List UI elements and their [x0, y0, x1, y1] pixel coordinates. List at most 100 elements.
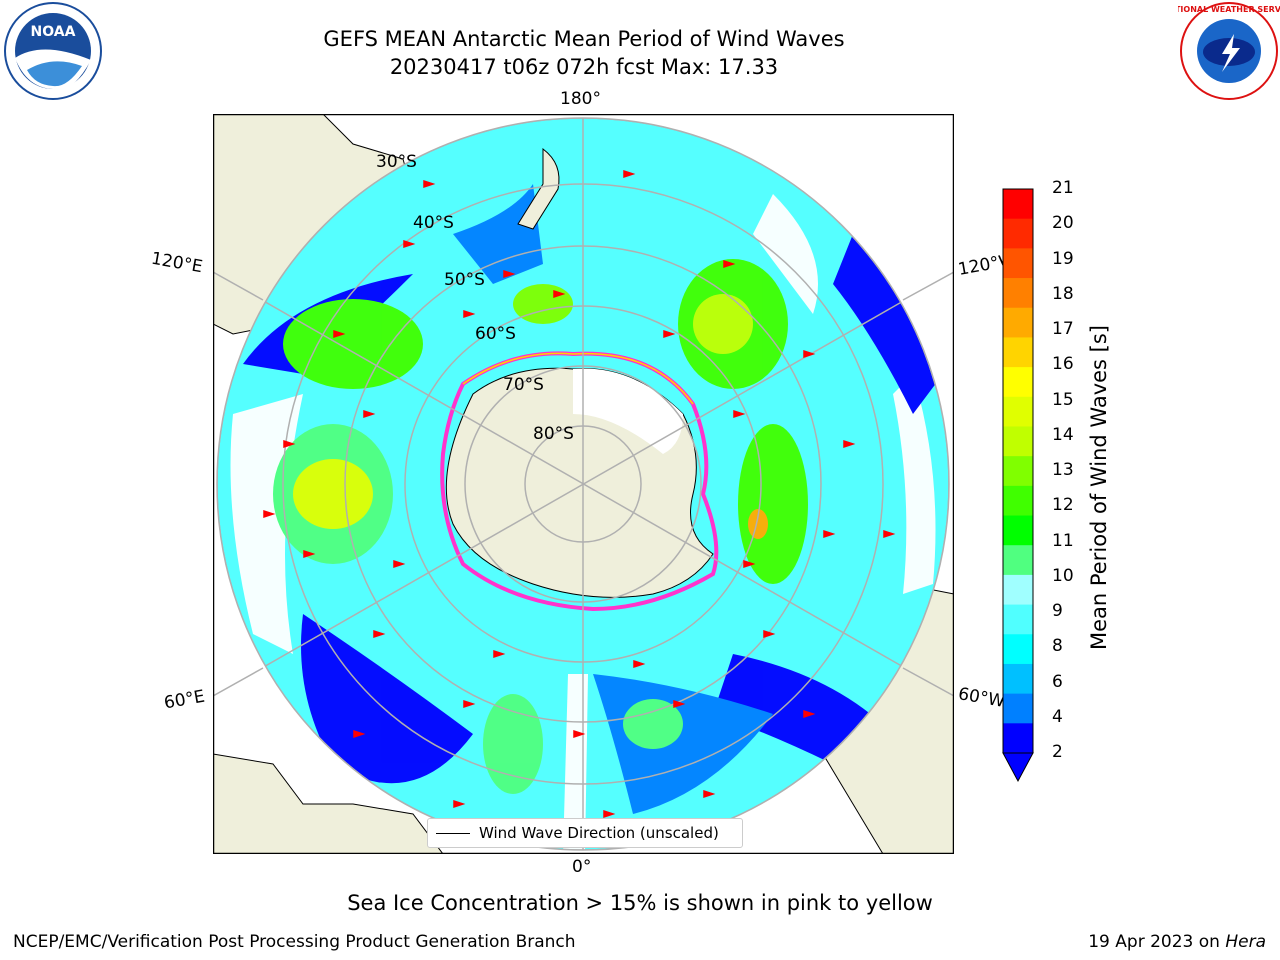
- wave-arrow-icon: [823, 529, 836, 539]
- lon-label-60w: 60°W: [956, 684, 1007, 712]
- new-zealand: [517, 147, 560, 230]
- wave-arrow-icon: [393, 559, 406, 569]
- colorbar-swatch: [1003, 634, 1033, 665]
- wave-arrow-icon: [453, 799, 466, 809]
- colorbar-swatch: [1003, 218, 1033, 249]
- colorbar-swatch: [1003, 693, 1033, 724]
- map-legend: Wind Wave Direction (unscaled): [427, 818, 743, 848]
- noaa-logo-icon: NOAA: [4, 2, 102, 100]
- wave-arrow-icon: [883, 529, 896, 539]
- graticule: [217, 118, 949, 850]
- wave-arrow-icon: [553, 289, 566, 299]
- colorbar-tick-label: 18: [1052, 283, 1074, 304]
- nws-logo-icon: NATIONAL WEATHER SERVICE: [1178, 2, 1280, 100]
- wave-arrow-icon: [283, 439, 296, 449]
- wave-arrow-icon: [603, 809, 616, 819]
- wave-arrow-icon: [663, 329, 676, 339]
- colorbar-tick-label: 4: [1052, 706, 1063, 727]
- lat-label-30s: 30°S: [376, 152, 417, 172]
- wave-arrow-icon: [673, 699, 686, 709]
- lon-label-180: 180°: [560, 89, 601, 109]
- colorbar-tick-label: 11: [1052, 530, 1074, 551]
- colorbar-extend-arrow-icon: [1002, 752, 1034, 783]
- colorbar-swatch: [1003, 367, 1033, 398]
- colorbar-swatch: [1003, 278, 1033, 309]
- lat-label-70s: 70°S: [503, 375, 544, 395]
- colorbar-tick-label: 13: [1052, 460, 1074, 480]
- colorbar-tick-label: 8: [1052, 636, 1063, 657]
- wave-arrow-icon: [743, 559, 756, 569]
- colorbar-swatch: [1003, 456, 1033, 487]
- footer-credit: NCEP/EMC/Verification Post Processing Pr…: [13, 932, 576, 952]
- wave-arrow-icon: [503, 269, 516, 279]
- colorbar-swatch: [1003, 248, 1033, 279]
- colorbar-swatch: [1003, 307, 1033, 338]
- colorbar-tick-label: 19: [1052, 248, 1074, 269]
- colorbar-swatch: [1003, 426, 1033, 457]
- wave-arrow-icon: [843, 439, 856, 449]
- polar-map: [213, 114, 954, 854]
- wave-arrow-icon: [373, 629, 386, 639]
- colorbar-tick-label: 20: [1052, 213, 1074, 234]
- wave-arrow-icon: [493, 649, 506, 659]
- lon-label-0: 0°: [572, 857, 592, 877]
- wind-wave-arrows: [263, 169, 896, 819]
- wave-arrow-icon: [263, 509, 276, 519]
- legend-line-icon: [436, 832, 470, 834]
- wave-arrow-icon: [423, 179, 436, 189]
- lon-label-120e: 120°E: [149, 248, 205, 278]
- colorbar-tick-label: 16: [1052, 354, 1074, 375]
- sea-ice-note: Sea Ice Concentration > 15% is shown in …: [347, 891, 933, 915]
- nws-logo-text: NATIONAL WEATHER SERVICE: [1178, 5, 1280, 14]
- colorbar-tick-label: 21: [1052, 178, 1074, 198]
- wave-arrow-icon: [463, 309, 476, 319]
- wave-arrow-icon: [763, 629, 776, 639]
- lat-label-60s: 60°S: [475, 324, 516, 344]
- wave-arrow-icon: [573, 729, 586, 739]
- colorbar-label: Mean Period of Wind Waves [s]: [1087, 325, 1111, 650]
- noaa-logo-text: NOAA: [31, 24, 76, 40]
- wave-arrow-icon: [463, 699, 476, 709]
- footer-date-text: 19 Apr 2023 on: [1088, 932, 1226, 952]
- colorbar-swatch: [1003, 337, 1033, 368]
- colorbar-swatch: [1003, 189, 1033, 220]
- colorbar-swatch: [1003, 663, 1033, 695]
- colorbar-swatches: [1003, 189, 1033, 754]
- colorbar-tick-label: 2: [1052, 742, 1063, 762]
- wave-arrow-icon: [733, 409, 746, 419]
- wave-arrow-icon: [403, 239, 416, 249]
- wave-arrow-icon: [803, 709, 816, 719]
- wave-arrow-icon: [363, 409, 376, 419]
- wave-arrow-icon: [703, 789, 716, 799]
- colorbar-swatch: [1003, 545, 1033, 576]
- ice-shelf: [573, 368, 683, 454]
- footer-date: 19 Apr 2023 on Hera: [1088, 932, 1266, 952]
- colorbar-swatch: [1003, 574, 1033, 606]
- wave-arrow-icon: [353, 729, 366, 739]
- colorbar-tick-label: 10: [1052, 565, 1074, 586]
- wave-arrow-icon: [333, 329, 346, 339]
- colorbar-swatch: [1003, 723, 1033, 754]
- chart-title: GEFS MEAN Antarctic Mean Period of Wind …: [323, 27, 845, 51]
- colorbar-tick-label: 9: [1052, 601, 1063, 621]
- wave-arrow-icon: [623, 169, 636, 179]
- colorbar-tick-label: 14: [1052, 424, 1074, 445]
- lon-label-60e: 60°E: [162, 686, 207, 714]
- legend-label: Wind Wave Direction (unscaled): [479, 824, 719, 842]
- colorbar-tick-label: 15: [1052, 389, 1074, 410]
- colorbar-tick-label: 12: [1052, 495, 1074, 516]
- wave-arrow-icon: [303, 549, 316, 559]
- colorbar-tick-label: 6: [1052, 671, 1063, 692]
- lat-label-50s: 50°S: [444, 270, 485, 290]
- wave-arrow-icon: [633, 659, 646, 669]
- wave-arrow-icon: [723, 259, 736, 269]
- lat-label-40s: 40°S: [413, 213, 454, 233]
- lat-label-80s: 80°S: [533, 424, 574, 444]
- footer-machine: Hera: [1225, 932, 1266, 952]
- colorbar-swatch: [1003, 515, 1033, 546]
- colorbar: [1002, 188, 1034, 783]
- wave-arrow-icon: [803, 349, 816, 359]
- colorbar-swatch: [1003, 604, 1033, 635]
- colorbar-swatch: [1003, 485, 1033, 517]
- colorbar-swatch: [1003, 396, 1033, 427]
